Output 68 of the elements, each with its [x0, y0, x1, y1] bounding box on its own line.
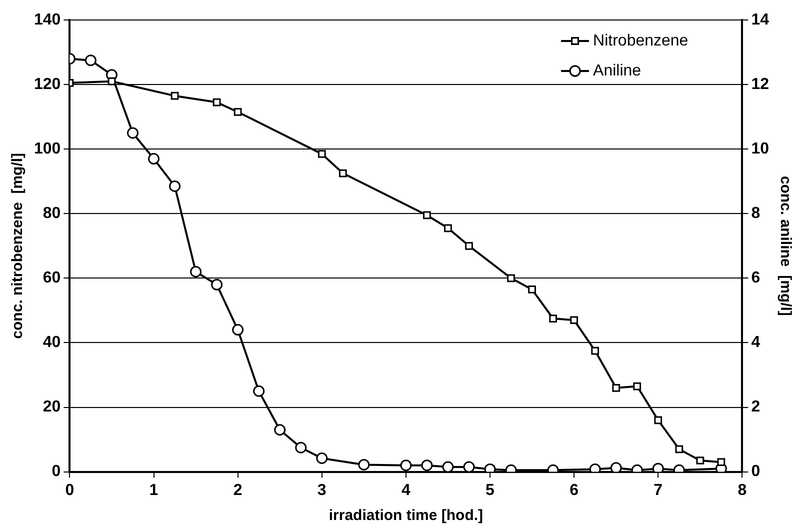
point [652, 462, 664, 472]
point [169, 180, 181, 192]
point [423, 211, 431, 220]
point [148, 153, 160, 165]
point [528, 286, 536, 294]
point [338, 169, 347, 178]
point [633, 382, 642, 390]
point [549, 314, 557, 322]
point [696, 456, 704, 464]
point [463, 461, 475, 472]
x-axis-title: irradiation time [hod.] [328, 507, 484, 524]
x-tick-label: 4 [401, 482, 410, 499]
legend-label: Nitrobenzene [593, 32, 688, 50]
y2-tick-label: 0 [751, 463, 760, 480]
point [358, 458, 370, 470]
y2-tick-label: 10 [751, 140, 770, 158]
point [612, 384, 620, 392]
y-tick-label: 20 [42, 398, 61, 416]
point [212, 98, 221, 106]
point [274, 424, 286, 436]
point [108, 77, 116, 86]
x-tick-label: 8 [738, 482, 747, 499]
y2-tick-label: 6 [751, 270, 760, 287]
point [444, 224, 452, 232]
y2-tick-label: 14 [751, 11, 770, 28]
point [421, 460, 433, 472]
point [591, 346, 600, 355]
point [295, 442, 307, 454]
point [442, 461, 454, 472]
point [316, 452, 328, 464]
point [570, 316, 578, 324]
x-tick-label: 5 [486, 482, 495, 499]
x-tick-label: 7 [654, 482, 663, 499]
point [507, 274, 515, 282]
y2-tick-label: 4 [751, 334, 760, 352]
point [675, 445, 684, 454]
y-tick-label: 120 [34, 76, 61, 93]
x-tick-label: 0 [65, 482, 74, 499]
point [234, 108, 242, 116]
point [170, 92, 179, 100]
point [211, 278, 223, 290]
point [318, 150, 326, 158]
point [190, 266, 202, 278]
point [253, 385, 265, 397]
y-tick-label: 0 [52, 463, 61, 480]
point [465, 242, 473, 250]
y-tick-label: 60 [42, 270, 61, 287]
y2-tick-label: 12 [751, 76, 770, 93]
y-tick-label: 80 [42, 205, 61, 222]
point [610, 462, 622, 472]
x-tick-label: 3 [317, 482, 326, 499]
y2-tick-label: 2 [751, 398, 760, 416]
y2-axis-title: conc. aniline [mg/l] [776, 176, 794, 316]
x-tick-label: 1 [149, 482, 158, 499]
point [400, 460, 412, 472]
point [84, 54, 96, 66]
y-tick-label: 100 [34, 140, 61, 158]
legend-label: Aniline [593, 62, 642, 80]
x-tick-label: 6 [570, 482, 579, 499]
y-tick-label: 40 [42, 334, 61, 352]
point [654, 416, 662, 424]
point [717, 458, 726, 466]
y2-tick-label: 8 [751, 205, 760, 222]
point [232, 324, 244, 336]
point [126, 127, 138, 139]
y-axis-title: conc. nitrobenzene [mg/l] [9, 152, 26, 339]
y-tick-label: 140 [34, 11, 61, 28]
x-tick-label: 2 [233, 482, 242, 499]
